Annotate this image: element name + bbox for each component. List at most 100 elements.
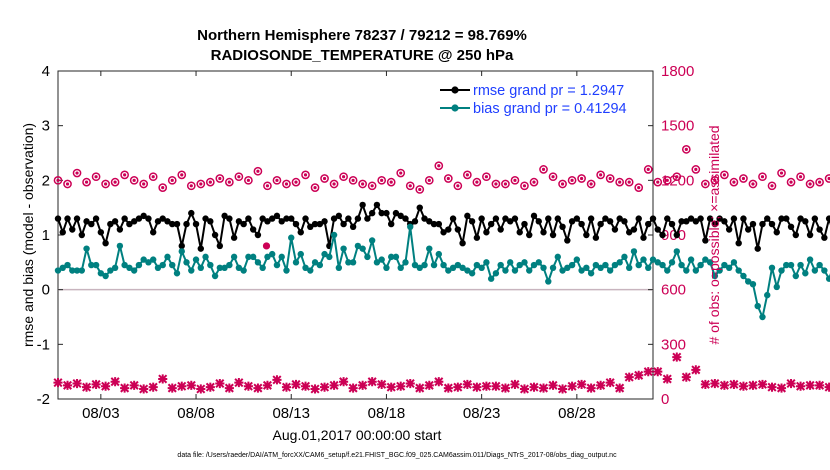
possible-count-core: [161, 186, 165, 190]
possible-count-core: [751, 182, 755, 186]
bias-point: [102, 272, 109, 280]
assimilated-count-marker: [186, 380, 196, 390]
possible-count-core: [618, 180, 622, 184]
rmse-point: [716, 215, 723, 222]
rmse-point: [292, 220, 300, 228]
rmse-point: [802, 218, 809, 225]
y-tick-label-right: 300: [661, 336, 686, 353]
assimilated-count-marker: [253, 383, 263, 393]
bias-point: [107, 267, 114, 274]
assimilated-count-marker: [643, 367, 653, 377]
rmse-point: [154, 218, 162, 225]
assimilated-count-marker: [224, 383, 234, 393]
possible-count-core: [818, 180, 822, 184]
assimilated-count-marker: [519, 384, 530, 394]
rmse-point: [392, 209, 400, 217]
legend-rmse-marker: [451, 86, 459, 94]
possible-count-marker: [748, 179, 758, 189]
x-tick-label: 08/03: [82, 405, 120, 422]
legend-bias-label: bias grand pr = 0.41294: [473, 101, 627, 117]
rmse-point: [687, 215, 695, 222]
rmse-point: [107, 220, 114, 228]
bias-point: [140, 256, 147, 263]
bias-point: [535, 259, 542, 266]
bias-point: [702, 256, 709, 263]
rmse-point: [640, 234, 647, 241]
bias-point: [587, 270, 595, 277]
possible-count-core: [513, 178, 517, 182]
possible-count-marker: [491, 179, 501, 189]
possible-count-core: [408, 184, 412, 188]
possible-count-marker: [681, 145, 691, 154]
possible-count-core: [589, 182, 593, 186]
bias-point: [497, 261, 504, 269]
possible-count-core: [580, 176, 584, 181]
rmse-point: [611, 226, 619, 233]
bias-point: [778, 267, 785, 274]
bias-point: [435, 250, 442, 258]
rmse-point: [626, 229, 633, 236]
bias-point: [78, 267, 86, 274]
rmse-point: [111, 218, 119, 225]
bias-point: [521, 259, 528, 266]
assimilated-count-marker: [234, 378, 244, 388]
rmse-point: [464, 212, 471, 220]
possible-count-core: [608, 176, 612, 181]
bias-point: [578, 267, 585, 274]
bias-point: [502, 267, 509, 274]
possible-count-core: [132, 178, 136, 182]
rmse-point: [659, 231, 666, 239]
bias-point: [273, 261, 281, 269]
bias-point: [745, 278, 752, 285]
bias-point: [330, 231, 338, 239]
assimilated-count-marker: [472, 382, 482, 392]
assimilated-count-marker: [262, 380, 272, 390]
assimilated-count-marker: [776, 383, 787, 393]
possible-count-core: [351, 178, 355, 182]
possible-count-marker: [758, 172, 767, 182]
possible-count-core: [560, 182, 565, 186]
rmse-point: [59, 229, 66, 236]
possible-count-core: [180, 173, 184, 177]
assimilated-count-marker: [396, 381, 406, 391]
rmse-point: [245, 215, 252, 222]
bias-point: [183, 259, 190, 266]
possible-count-core: [646, 167, 650, 171]
bias-point: [630, 248, 638, 255]
y-tick-label-right: 1500: [661, 118, 694, 135]
bias-point: [654, 259, 661, 266]
assimilated-count-marker: [377, 379, 387, 389]
possible-count-marker: [82, 177, 91, 187]
assimilated-count-marker: [681, 372, 691, 382]
rmse-point: [735, 240, 742, 247]
possible-count-core: [484, 175, 488, 179]
bias-point: [511, 267, 519, 274]
possible-count-marker: [615, 177, 625, 187]
possible-count-core: [427, 178, 431, 182]
possible-count-marker: [586, 179, 596, 189]
possible-count-marker: [386, 177, 396, 187]
rmse-point: [649, 215, 657, 222]
bias-point: [297, 250, 304, 258]
bias-point: [221, 264, 228, 271]
bias-point: [73, 267, 81, 274]
bias-point: [821, 267, 828, 274]
rmse-point: [526, 231, 533, 239]
rmse-point: [554, 215, 561, 222]
assimilated-count-marker: [605, 378, 615, 388]
possible-count-marker: [415, 185, 425, 194]
rmse-point: [235, 218, 243, 225]
rmse-point: [345, 215, 352, 222]
rmse-point: [69, 226, 76, 233]
x-tick-label: 08/13: [272, 405, 310, 422]
possible-count-core: [494, 182, 498, 186]
rmse-point: [273, 212, 281, 220]
possible-count-marker: [120, 170, 129, 180]
assimilated-count-marker: [339, 377, 349, 387]
assimilated-count-marker: [567, 381, 577, 391]
bias-point: [649, 256, 657, 263]
bias-point: [764, 291, 771, 299]
assimilated-count-marker: [653, 367, 663, 377]
possible-count-marker: [186, 181, 196, 191]
bias-point: [583, 264, 590, 271]
